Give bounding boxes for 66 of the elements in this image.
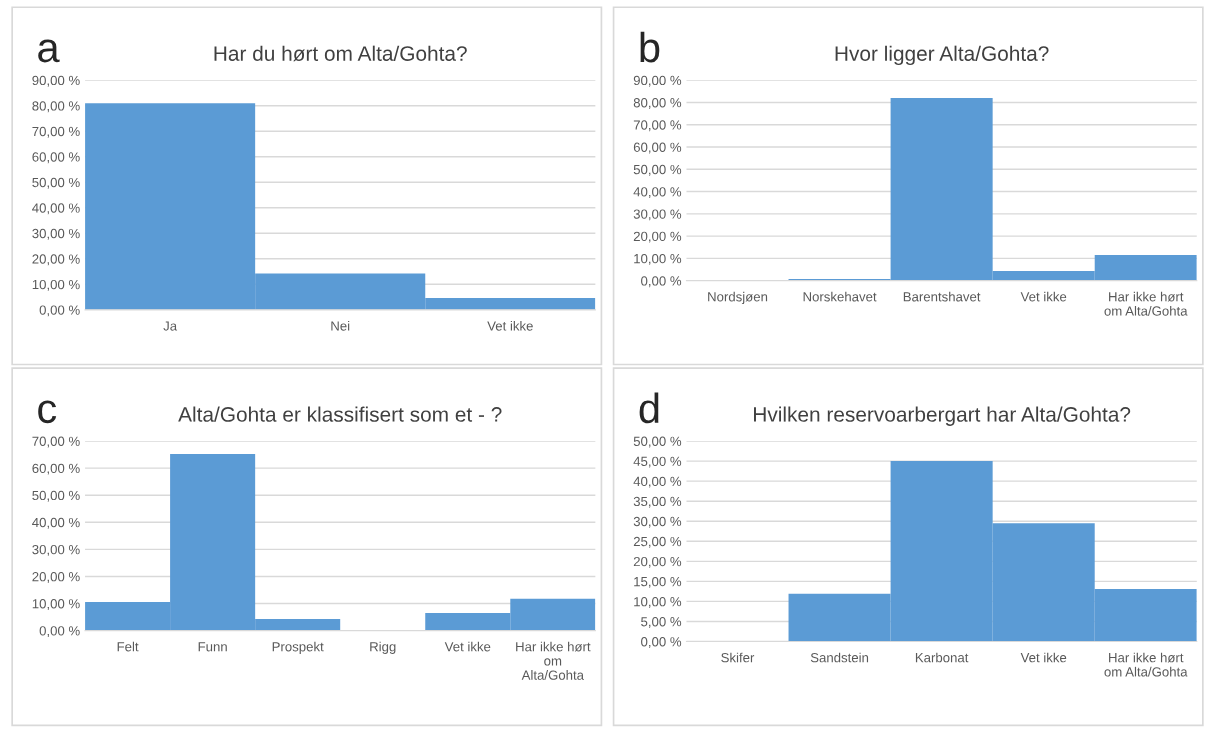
y-tick-label: 90,00 % xyxy=(633,75,682,87)
y-tick-label: 15,00 % xyxy=(634,576,682,588)
y-tick-label: 25,00 % xyxy=(633,536,682,548)
chart-title: Har du hørt om Alta/Gohta? xyxy=(214,45,467,62)
y-tick-label: 60,00 % xyxy=(32,152,80,164)
y-tick-label: 40,00 % xyxy=(32,203,80,215)
chart-title: Hvilken reservoarbergart har Alta/Gohta? xyxy=(754,406,1131,426)
y-tick-label: 0,00 % xyxy=(39,626,80,638)
y-tick-label: 0,00 % xyxy=(641,637,682,648)
x-tick-label: Karbonat xyxy=(915,652,969,663)
y-tick-label: 50,00 % xyxy=(633,164,682,176)
y-tick-label: 20,00 % xyxy=(633,231,682,243)
y-tick-label: 70,00 % xyxy=(32,126,80,138)
x-tick-label: Vet ikke xyxy=(444,641,491,652)
x-tick-label: Har ikke hørt om Alta/Gohta xyxy=(1104,291,1188,316)
y-tick-label: 40,00 % xyxy=(32,517,80,529)
text: a xyxy=(38,39,60,63)
y-tick-label: 30,00 % xyxy=(633,209,682,221)
y-tick-label: 10,00 % xyxy=(634,596,682,608)
y-tick-label: 5,00 % xyxy=(641,617,682,628)
y-tick-label: 30,00 % xyxy=(32,544,80,556)
y-tick-label: 20,00 % xyxy=(633,556,682,568)
y-tick-label: 10,00 % xyxy=(634,253,682,265)
x-tick-label: Prospekt xyxy=(272,641,324,654)
y-tick-label: 60,00 % xyxy=(32,463,80,475)
y-tick-label: 20,00 % xyxy=(32,254,80,266)
x-tick-label: Barentshavet xyxy=(903,291,981,302)
x-tick-label: Vet ikke xyxy=(1020,291,1067,302)
y-tick-label: 40,00 % xyxy=(633,476,682,488)
x-tick-label: Har ikke hørt om Alta/Gohta xyxy=(516,641,591,680)
y-tick-label: 35,00 % xyxy=(633,496,682,508)
x-tick-label: Vet ikke xyxy=(1020,652,1067,663)
y-tick-label: 50,00 % xyxy=(633,436,682,448)
y-tick-label: 0,00 % xyxy=(641,276,682,288)
y-tick-label: 30,00 % xyxy=(32,228,80,240)
y-tick-label: 10,00 % xyxy=(32,599,80,610)
x-tick-label: Rigg xyxy=(370,641,396,654)
text: c xyxy=(38,400,57,424)
y-tick-label: 0,00 % xyxy=(39,305,80,317)
y-tick-label: 90,00 % xyxy=(32,75,80,87)
x-tick-label: Funn xyxy=(198,642,227,652)
y-tick-label: 70,00 % xyxy=(633,120,682,132)
chart-title: Alta/Gohta er klassifisert som et - ? xyxy=(178,406,502,422)
x-tick-label: Nordsjøen xyxy=(708,291,768,305)
y-tick-label: 60,00 % xyxy=(633,142,682,154)
y-tick-label: 30,00 % xyxy=(633,516,682,528)
x-tick-label: Norskehavet xyxy=(803,291,877,302)
text: d xyxy=(639,392,659,424)
x-tick-label: Sandstein xyxy=(810,652,869,663)
x-tick-label: Har ikke hørt om Alta/Gohta xyxy=(1104,652,1188,677)
x-tick-label: Nei xyxy=(331,320,350,331)
y-tick-label: 80,00 % xyxy=(32,101,80,113)
x-tick-label: Vet ikke xyxy=(487,320,533,331)
x-tick-label: Ja xyxy=(163,321,178,331)
y-tick-label: 50,00 % xyxy=(32,177,80,189)
x-tick-label: Felt xyxy=(117,641,139,652)
y-tick-label: 70,00 % xyxy=(32,436,80,448)
y-tick-label: 40,00 % xyxy=(633,187,682,199)
chart-title: Hvor ligger Alta/Gohta? xyxy=(835,45,1049,66)
text: b xyxy=(640,31,660,63)
x-tick-label: Skifer xyxy=(721,652,755,663)
y-tick-label: 20,00 % xyxy=(32,572,80,583)
y-tick-label: 10,00 % xyxy=(32,279,80,291)
y-tick-label: 80,00 % xyxy=(633,98,682,109)
y-tick-label: 50,00 % xyxy=(32,490,80,502)
y-tick-label: 45,00 % xyxy=(633,456,682,468)
